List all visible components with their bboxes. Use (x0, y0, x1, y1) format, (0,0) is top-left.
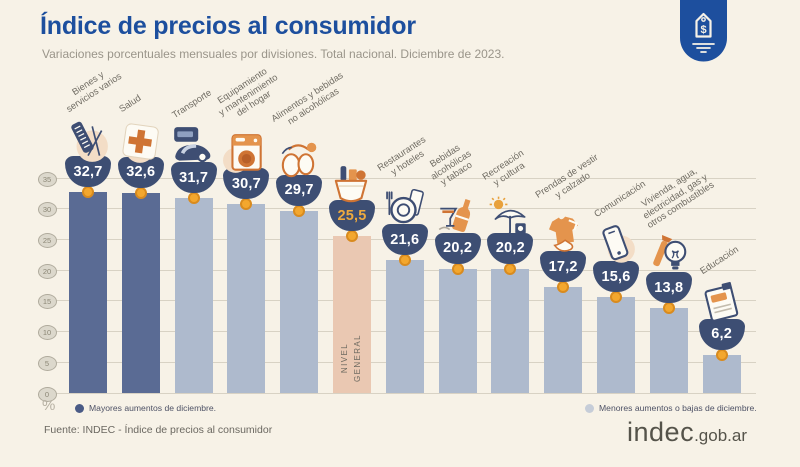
bar-top-dot (504, 262, 517, 275)
restaurant-icon (381, 186, 427, 232)
education-icon (698, 281, 744, 327)
bar-top-dot (187, 192, 200, 205)
value-bubble: 20,2 (434, 232, 481, 264)
bar-top-dot (398, 254, 411, 267)
bar (702, 354, 741, 393)
bar (69, 192, 107, 393)
appliance-icon (222, 130, 268, 176)
legend-menores-label: Menores aumentos o bajas de diciembre. (599, 403, 757, 413)
y-axis-tick: 0 (37, 386, 57, 402)
category-label: Educación (697, 244, 740, 277)
bar-top-dot (82, 186, 94, 199)
utilities-icon (645, 234, 691, 280)
bar-top-dot (346, 230, 358, 243)
grid-line (56, 392, 756, 394)
food-icon (275, 137, 321, 183)
value-bubble: 32,6 (117, 156, 164, 188)
category-label: Recreación y cultura (480, 147, 527, 188)
bar (491, 268, 530, 393)
bar (544, 287, 583, 393)
bar-top-dot (557, 281, 570, 294)
drinks-icon (434, 195, 480, 241)
indec-logo: indec.gob.ar (627, 417, 747, 448)
bar-top-dot (662, 302, 675, 315)
category-label: Bienes y servicios varios (64, 69, 124, 114)
y-axis-tick: 10 (37, 325, 57, 341)
clothing-icon (539, 213, 585, 259)
y-axis-tick: 20 (37, 263, 57, 279)
y-axis-tick: 35 (37, 171, 57, 187)
y-axis-tick: 30 (37, 202, 57, 218)
legend-mayores: Mayores aumentos de diciembre. (75, 403, 216, 413)
category-label: Prendas de vestir y calzado (533, 152, 600, 201)
category-label: Alimentos y bebidas no alcohólicas (269, 69, 345, 126)
bar-top-dot (610, 291, 622, 304)
y-axis-tick: 5 (37, 355, 57, 371)
bar-top-dot (293, 204, 306, 217)
percent-unit-label: % (42, 397, 56, 414)
page-title: Índice de precios al consumidor (40, 12, 416, 40)
legend-mayores-dot (75, 403, 84, 413)
bar (438, 268, 477, 393)
smartphone-icon (592, 223, 638, 269)
indec-logo-text: indec (627, 417, 695, 447)
grid-line (56, 177, 756, 179)
indec-logo-suffix: .gob.ar (694, 426, 747, 445)
legend-menores: Menores aumentos o bajas de diciembre. (585, 403, 757, 413)
health-cross-icon (117, 119, 163, 165)
y-axis-tick: 15 (37, 294, 57, 310)
bar-top-dot (451, 262, 464, 275)
bar (174, 198, 213, 393)
legend-mayores-label: Mayores aumentos de diciembre. (89, 403, 217, 413)
bar-top-dot (240, 198, 253, 211)
shopping-basket-icon (328, 162, 374, 208)
bar (333, 236, 371, 393)
y-axis-tick: 25 (37, 232, 57, 248)
category-label: Restaurantes y hoteles (375, 134, 428, 177)
category-label: Transporte (169, 87, 213, 120)
bar-top-dot (715, 348, 728, 361)
legend-menores-dot (585, 403, 594, 413)
bar (227, 204, 266, 393)
page-subtitle: Variaciones porcentuales mensuales por d… (42, 47, 505, 61)
bar (280, 210, 319, 393)
recreation-icon (486, 195, 532, 241)
bar (121, 192, 160, 393)
bar (649, 308, 688, 393)
source-note: Fuente: INDEC - Índice de precios al con… (44, 424, 273, 436)
value-bubble: 29,7 (276, 174, 323, 206)
bar (597, 297, 635, 393)
nivel-general-inner-label: NIVEL GENERAL (340, 333, 362, 383)
bar-top-dot (134, 186, 147, 199)
value-bubble: 6,2 (698, 318, 745, 350)
transport-icon (170, 124, 216, 170)
price-tag-icon: $ (680, 0, 727, 68)
category-label: Salud (117, 93, 143, 115)
personal-care-icon (64, 118, 110, 164)
category-label: Vivienda, agua, electricidad, gas y otros … (639, 165, 716, 230)
svg-text:$: $ (700, 24, 706, 36)
bar (385, 260, 424, 393)
